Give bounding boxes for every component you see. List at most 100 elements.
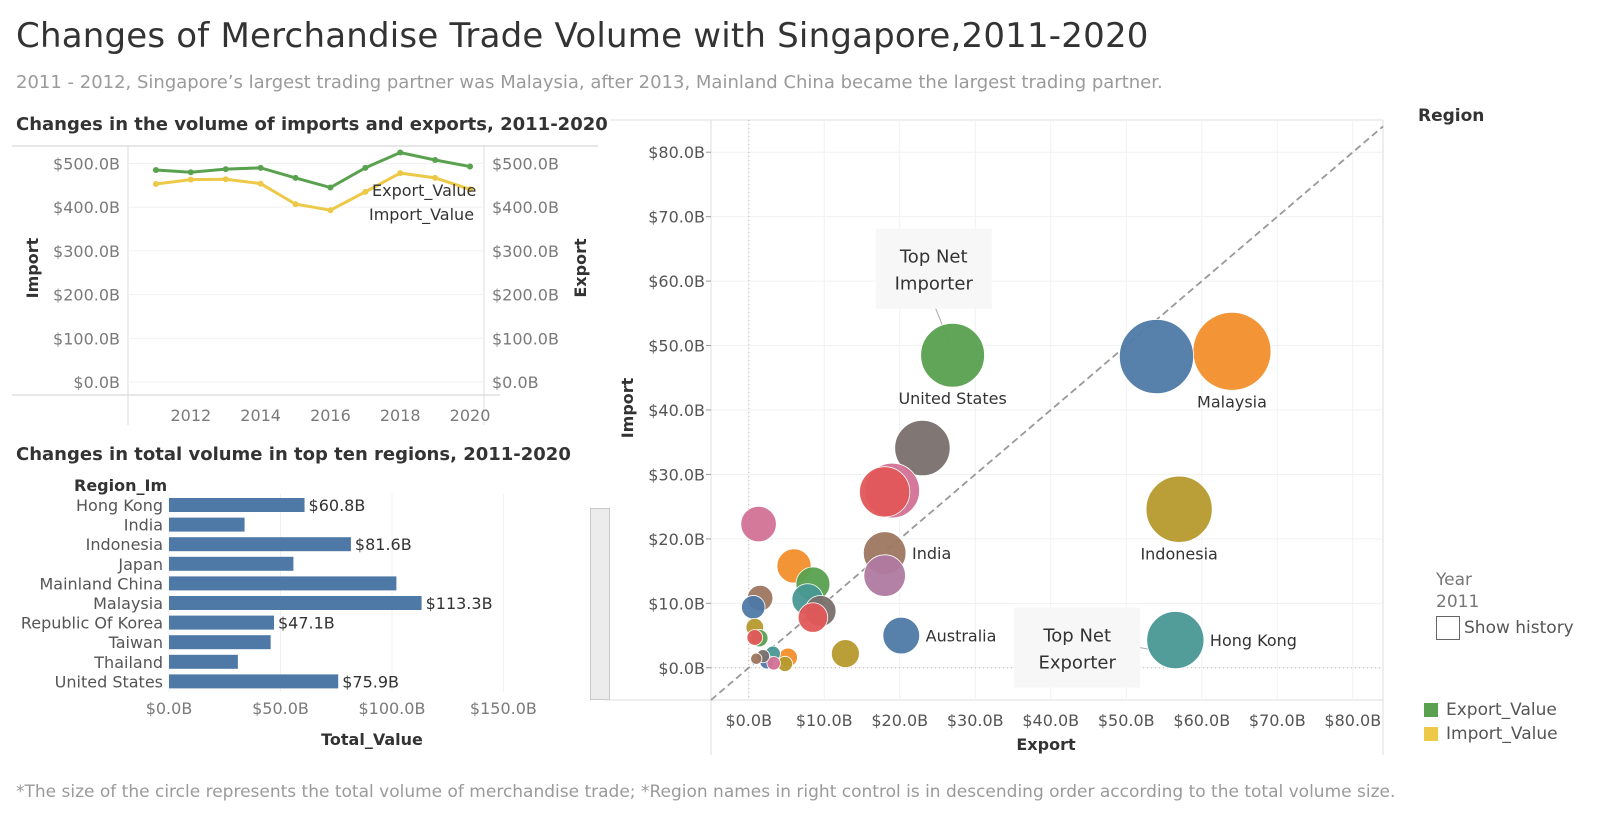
bubble (920, 322, 985, 388)
show-history-checkbox[interactable] (1436, 616, 1460, 640)
series-point-export-value (257, 164, 264, 171)
bar (169, 674, 339, 689)
series-point-export-value (397, 149, 404, 156)
bar-category-label: United States (55, 672, 163, 691)
annotation-text: Top Net (1042, 626, 1111, 647)
annotation-box-importer (875, 228, 992, 309)
bubble-label: Hong Kong (1210, 631, 1297, 650)
legend-item-export[interactable]: Export_Value (1424, 700, 1558, 720)
bubble (746, 629, 764, 646)
annotation-text: Exporter (1038, 653, 1116, 674)
bubble (831, 639, 860, 668)
bubble (859, 466, 911, 518)
bubble (741, 595, 766, 620)
scatter-x-tick: $40.0B (1022, 711, 1079, 730)
annotation-text: Top Net (899, 247, 968, 268)
bar-category-label: Mainland China (39, 574, 163, 593)
bar (169, 498, 305, 512)
bar-category-label: Hong Kong (76, 496, 163, 515)
annotation-box-exporter (1014, 607, 1141, 688)
bar-chart-title: Changes in total volume in top ten regio… (16, 444, 571, 465)
bubble (1118, 319, 1194, 395)
bar (169, 596, 422, 610)
show-history-label: Show history (1464, 618, 1574, 638)
import-swatch (1424, 727, 1438, 741)
footnote: *The size of the circle represents the t… (16, 782, 1396, 802)
bar (169, 654, 238, 669)
show-history-toggle[interactable]: Show history (1436, 616, 1596, 640)
line-chart-left-tick: $100.0B (53, 329, 120, 348)
color-legend: Export_Value Import_Value (1424, 696, 1558, 744)
line-chart-right-tick: $500.0B (492, 154, 559, 173)
series-point-import-value (152, 181, 159, 188)
series-point-import-value (222, 176, 229, 183)
legend-export-label: Export_Value (1446, 700, 1557, 720)
bar-value-label: $81.6B (355, 535, 412, 554)
series-point-import-value (397, 170, 404, 177)
bubble (863, 554, 906, 597)
bar-value-label: $113.3B (426, 594, 493, 613)
scatter-y-tick: $30.0B (648, 465, 705, 484)
bar-value-label: $47.1B (278, 614, 335, 633)
scatter-y-tick: $20.0B (648, 530, 705, 549)
scatter-x-tick: $70.0B (1249, 711, 1306, 730)
scatter-x-tick: $60.0B (1173, 711, 1230, 730)
scatter-chart: $0.0B $10.0B $20.0B $30.0B $40.0B $50.0B $60.0… (605, 119, 1384, 755)
scatter-y-tick: $40.0B (648, 401, 705, 420)
bar (169, 517, 245, 532)
bar-chart-category-header: Region_Im (74, 476, 167, 495)
series-point-import-value (187, 176, 194, 183)
bar-value-label: $75.9B (342, 672, 399, 691)
line-chart-x-tick: 2016 (310, 406, 351, 425)
series-point-import-value (327, 207, 334, 214)
year-value[interactable]: 2011 (1436, 592, 1480, 612)
bubble-label: Australia (926, 627, 997, 646)
line-chart-x-tick: 2014 (240, 406, 281, 425)
bubble (894, 419, 951, 477)
bar-chart-x-tick: $100.0B (358, 699, 425, 718)
scatter-y-tick: $50.0B (648, 337, 705, 356)
bubble-label: Malaysia (1197, 392, 1267, 411)
legend-import-label: Import_Value (1446, 724, 1558, 744)
scatter-y-tick: $10.0B (648, 594, 705, 613)
series-point-export-value (292, 174, 299, 181)
line-chart-x-tick: 2020 (450, 406, 491, 425)
series-point-import-value (432, 174, 439, 181)
page-title: Changes of Merchandise Trade Volume with… (16, 16, 1149, 56)
series-label-import: Import_Value (369, 205, 474, 225)
line-chart-right-tick: $100.0B (492, 329, 559, 348)
scatter-x-tick: $20.0B (871, 711, 928, 730)
series-line-import-value (155, 171, 471, 212)
line-chart-right-axis-title: Export (571, 238, 590, 298)
line-chart-right-tick: $200.0B (492, 286, 559, 305)
bar-category-label: Malaysia (93, 594, 163, 613)
page-subtitle: 2011 - 2012, Singapore’s largest trading… (16, 72, 1163, 93)
bubble (1145, 475, 1213, 543)
bar (169, 537, 351, 552)
scatter-x-tick: $10.0B (796, 711, 853, 730)
line-chart-left-tick: $500.0B (53, 154, 120, 173)
legend-item-import[interactable]: Import_Value (1424, 724, 1558, 744)
year-label: Year (1436, 570, 1472, 590)
bubble-label: Indonesia (1140, 544, 1217, 563)
bar (169, 556, 294, 571)
line-chart-left-tick: $400.0B (53, 198, 120, 217)
region-filter-title: Region (1418, 106, 1485, 126)
series-line-export-value (155, 150, 471, 190)
bar-category-label: Thailand (93, 653, 163, 672)
series-point-export-value (327, 184, 334, 191)
bar-chart: $0.0B $50.0B $100.0B $150.0B Region_Im Total_… (21, 476, 537, 749)
bar-chart-scrollbar[interactable] (590, 508, 610, 700)
line-chart-left-axis-title: Import (23, 237, 42, 298)
line-chart-title: Changes in the volume of imports and exp… (16, 114, 608, 135)
bubble (1146, 611, 1205, 670)
series-point-import-value (292, 201, 299, 208)
bar-category-label: Indonesia (86, 535, 163, 554)
bar-category-label: Japan (117, 555, 163, 574)
scatter-x-axis-title: Export (1016, 735, 1076, 754)
bar-chart-x-tick: $0.0B (146, 699, 193, 718)
series-point-export-value (432, 156, 439, 163)
bar (169, 576, 397, 591)
line-chart-left-tick: $300.0B (53, 242, 120, 261)
scatter-x-tick: $30.0B (947, 711, 1004, 730)
